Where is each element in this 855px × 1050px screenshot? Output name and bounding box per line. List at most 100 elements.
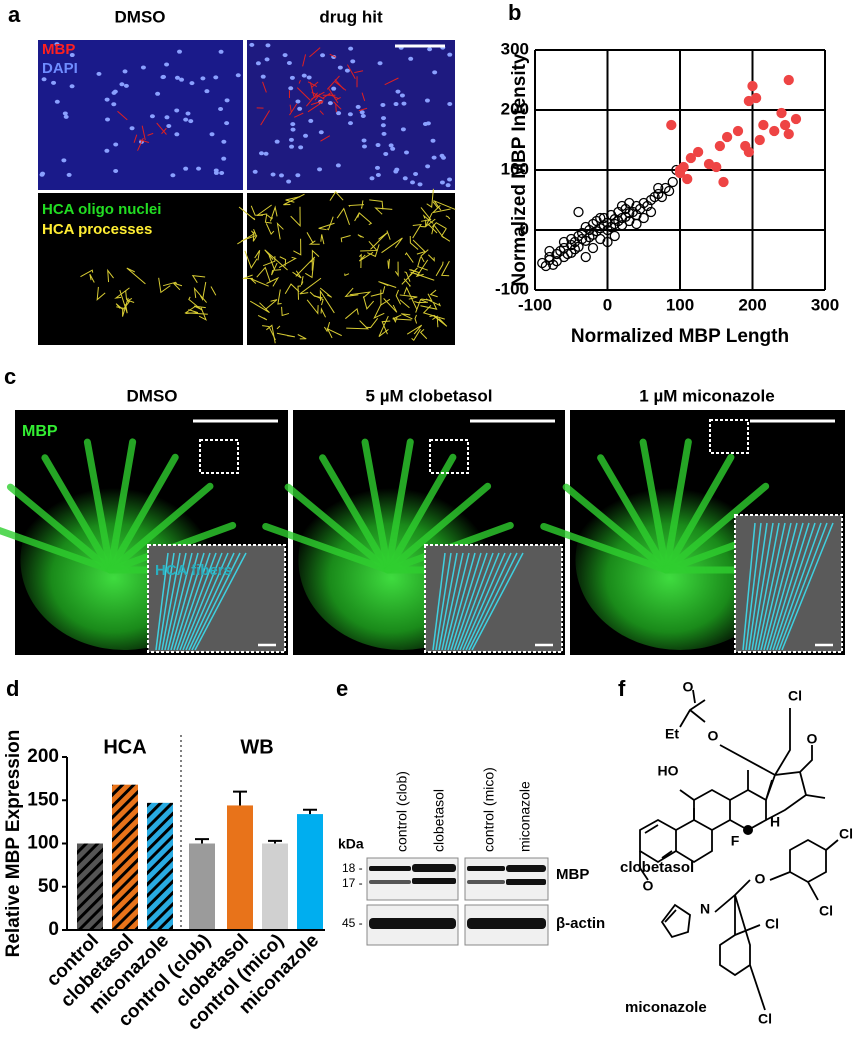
- error-bar: [233, 790, 247, 806]
- nucleus: [161, 74, 167, 79]
- nucleus: [119, 82, 125, 87]
- trace: [96, 286, 106, 301]
- nucleus: [69, 84, 75, 89]
- trace: [199, 281, 207, 301]
- trace: [415, 298, 427, 313]
- trace: [387, 258, 390, 269]
- column-title: DMSO: [127, 386, 178, 405]
- trace: [271, 262, 278, 276]
- hca-fiber: [775, 522, 822, 651]
- hca-fiber: [191, 552, 241, 651]
- unit: kDa: [338, 836, 364, 852]
- process: [354, 70, 364, 74]
- trace: [399, 299, 410, 309]
- trace: [163, 281, 178, 287]
- error-bar: [195, 838, 209, 844]
- point: [609, 230, 620, 242]
- trace: [252, 231, 258, 242]
- process: [333, 101, 342, 110]
- point: [595, 212, 606, 224]
- trace: [392, 314, 412, 321]
- trace: [264, 213, 272, 224]
- trace-image: [38, 193, 243, 345]
- point: [573, 206, 584, 218]
- nucleus: [380, 102, 386, 107]
- trace: [433, 315, 448, 327]
- trace: [365, 317, 379, 329]
- bar: [147, 802, 173, 930]
- trace: [326, 216, 334, 231]
- trace: [269, 205, 278, 222]
- nucleus: [221, 156, 227, 161]
- hca-fiber: [781, 522, 834, 651]
- trace: [238, 206, 256, 221]
- point: [743, 146, 755, 158]
- panel-label: c: [4, 364, 16, 389]
- point: [555, 245, 566, 257]
- nucleus: [249, 42, 255, 47]
- fiber: [41, 454, 115, 574]
- trace: [268, 255, 282, 271]
- trace: [297, 285, 302, 300]
- trace: [188, 296, 203, 311]
- nucleus: [224, 121, 230, 126]
- compound-name: clobetasol: [620, 859, 694, 876]
- trace: [354, 212, 360, 222]
- y-axis-title: Relative MBP Expression: [3, 730, 24, 958]
- process: [335, 103, 337, 113]
- nucleus: [113, 142, 119, 147]
- group-label: HCA: [103, 736, 146, 758]
- trace: [319, 289, 335, 314]
- trace: [241, 229, 257, 242]
- hca-fiber: [182, 552, 223, 651]
- trace: [89, 273, 95, 283]
- micrograph: [38, 40, 243, 190]
- point: [653, 182, 664, 194]
- point: [645, 206, 657, 218]
- process: [328, 88, 339, 104]
- trace: [381, 320, 391, 335]
- fiber: [361, 438, 392, 574]
- process: [289, 104, 292, 113]
- point: [537, 257, 548, 269]
- nucleus: [252, 169, 258, 174]
- trace: [409, 269, 421, 274]
- lane-label: control (mico): [481, 767, 497, 852]
- nucleus: [369, 176, 375, 181]
- nucleus: [360, 113, 366, 118]
- y-tick-label: 200: [501, 99, 529, 118]
- nucleus: [213, 170, 219, 175]
- point: [587, 242, 599, 254]
- trace: [370, 286, 386, 297]
- atom: Et: [665, 726, 679, 742]
- nucleus: [263, 151, 269, 156]
- nucleus: [174, 75, 180, 80]
- nucleus: [185, 111, 191, 116]
- point: [747, 80, 758, 92]
- trace: [370, 232, 388, 250]
- trace: [314, 295, 324, 306]
- hca-fiber: [778, 522, 828, 651]
- atom: Cl: [819, 903, 833, 919]
- roi-box: [709, 419, 749, 454]
- nucleus: [383, 151, 389, 156]
- fiber: [319, 454, 392, 574]
- hca-fiber: [188, 552, 235, 651]
- point: [602, 236, 613, 248]
- point: [754, 134, 765, 146]
- process: [147, 132, 154, 136]
- panel-label: b: [508, 0, 521, 25]
- trace: [414, 301, 428, 304]
- nucleus: [105, 117, 111, 122]
- trace: [373, 303, 385, 319]
- trace: [412, 223, 422, 239]
- point: [667, 176, 678, 188]
- nucleus: [270, 172, 276, 177]
- nucleus: [306, 75, 312, 80]
- nucleus: [350, 59, 356, 64]
- fiber: [662, 438, 692, 574]
- trace: [421, 293, 433, 302]
- hca-fiber: [185, 552, 229, 651]
- nucleus: [432, 70, 438, 75]
- stain-label: DAPI: [42, 60, 78, 77]
